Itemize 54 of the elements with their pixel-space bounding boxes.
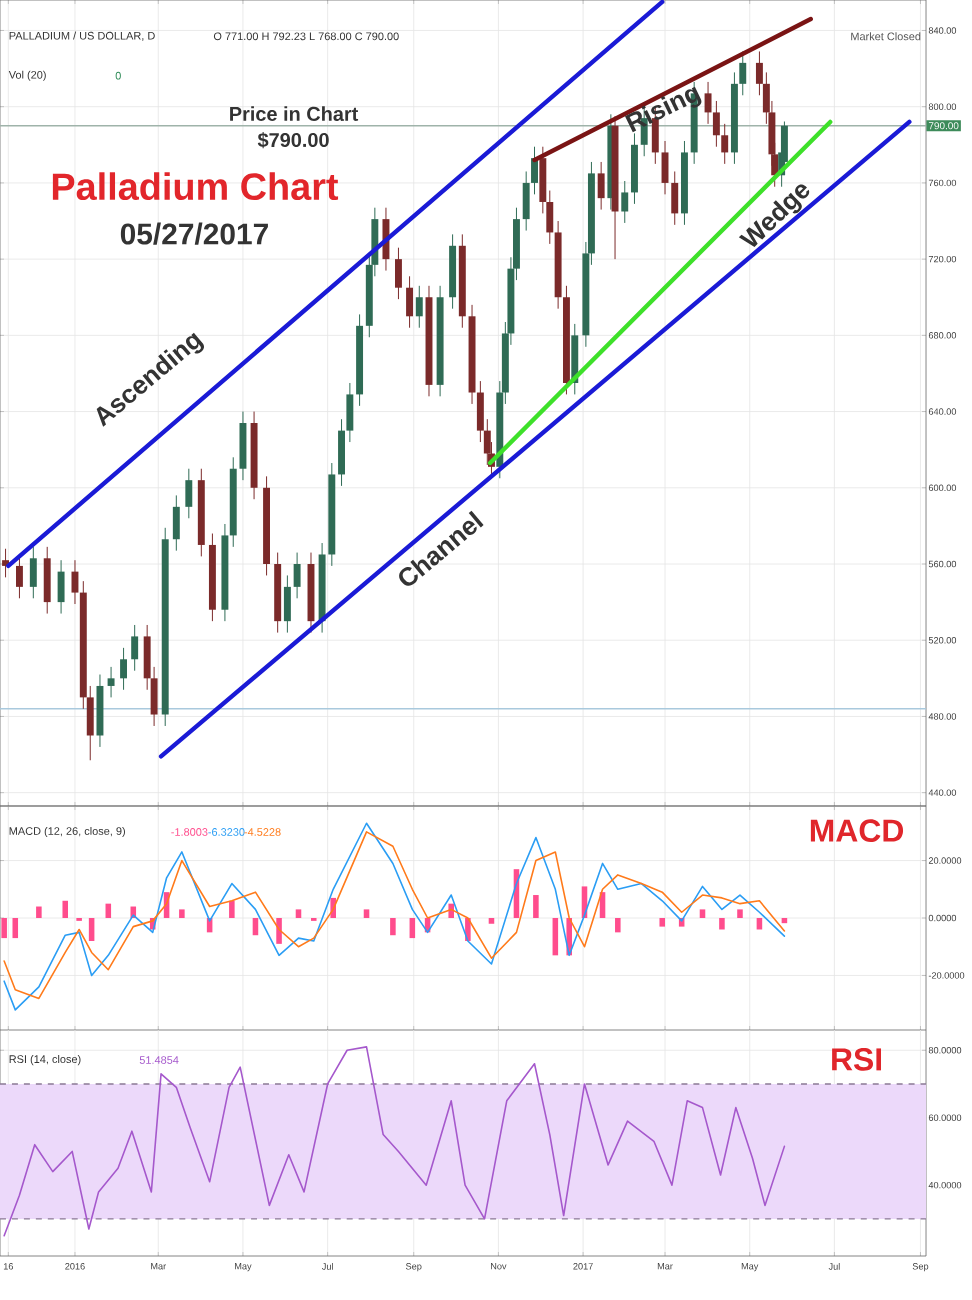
annotation: $790.00 — [257, 132, 329, 149]
candlestick — [712, 100, 720, 148]
bar — [12, 918, 19, 939]
bar — [615, 918, 621, 933]
bar — [36, 906, 42, 918]
bar — [448, 903, 454, 918]
bar — [659, 918, 666, 927]
candlestick — [415, 285, 423, 329]
bar — [229, 900, 235, 918]
candlestick — [394, 247, 402, 300]
candlestick — [338, 418, 345, 487]
bar — [276, 918, 282, 944]
bar — [363, 909, 370, 918]
candlestick — [721, 123, 729, 165]
candlestick — [131, 624, 139, 672]
candlestick — [172, 494, 180, 552]
candlestick — [531, 146, 538, 195]
line-series — [3, 1046, 786, 1237]
candlestick — [185, 468, 193, 519]
bar — [737, 909, 743, 918]
annotation: RSI — [832, 1048, 881, 1071]
bar — [390, 918, 396, 936]
bar — [488, 918, 495, 924]
candlestick — [239, 411, 247, 481]
annotation: Price in Chart — [230, 106, 359, 121]
bar — [533, 895, 539, 918]
candlestick — [283, 574, 291, 634]
candlestick — [704, 81, 712, 125]
candlestick — [621, 180, 629, 224]
candlestick — [2, 548, 10, 578]
candlestick — [597, 161, 605, 211]
candlestick — [43, 546, 51, 615]
bar — [699, 909, 706, 918]
candlestick — [15, 553, 23, 599]
candlestick — [57, 559, 65, 615]
candlestick — [739, 50, 747, 96]
text: Palladium Chart — [52, 172, 339, 201]
bar — [719, 918, 725, 930]
candlestick — [346, 382, 354, 443]
candlestick — [671, 170, 679, 226]
text: 05/27/2017 — [120, 222, 268, 245]
bar — [295, 909, 302, 918]
bar — [179, 909, 185, 918]
candlestick — [522, 170, 530, 232]
annotation: MACD — [810, 819, 904, 842]
candlestick — [631, 132, 638, 205]
candlestick — [120, 647, 128, 691]
candlestick — [107, 666, 115, 698]
bar — [1, 918, 7, 939]
bar — [62, 900, 69, 918]
candlestick — [293, 552, 301, 599]
bar — [88, 918, 95, 941]
candlestick — [29, 546, 37, 599]
candlestick — [406, 275, 414, 329]
